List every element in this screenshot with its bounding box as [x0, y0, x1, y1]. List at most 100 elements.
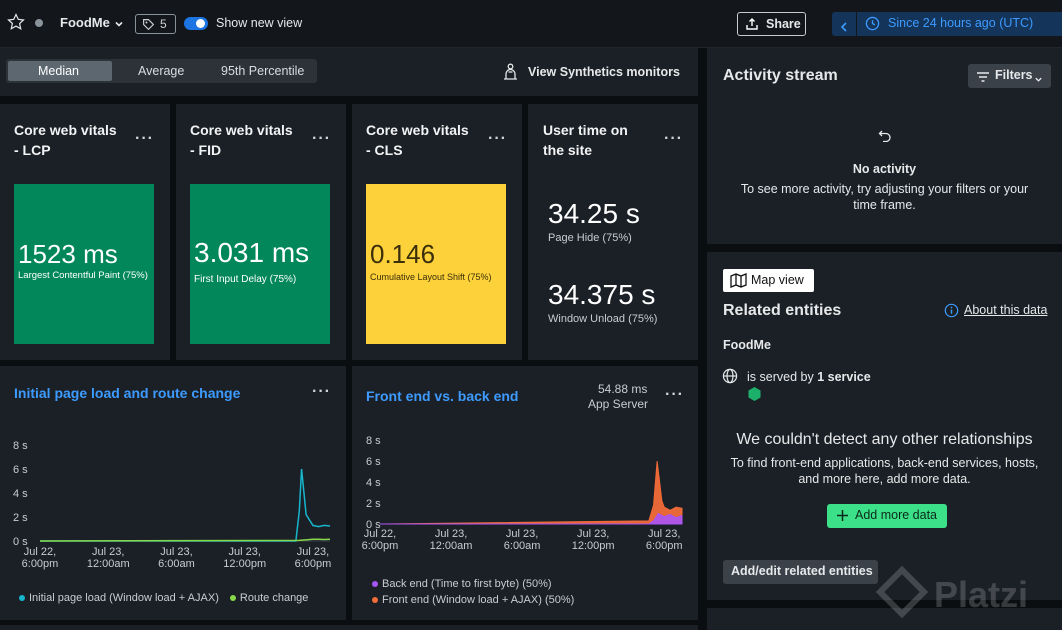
- next-row-stub: [0, 625, 698, 630]
- synthetics-icon: [503, 63, 518, 85]
- lcp-value: 1523 ms: [18, 239, 118, 269]
- served-by-text: is served by 1 service: [747, 370, 871, 384]
- x-tick-label: 6:00pm: [646, 540, 683, 552]
- x-tick-label: 6:00am: [158, 558, 195, 570]
- lcp-tile: 1523 ms Largest Contentful Paint (75%): [14, 184, 154, 344]
- share-button[interactable]: Share: [737, 12, 806, 36]
- legend-initial-page-load[interactable]: Initial page load (Window load + AJAX): [29, 592, 219, 604]
- x-tick-label: Jul 23,: [160, 546, 192, 558]
- filters-label: Filters: [995, 68, 1033, 82]
- vitals-card-fid: Core web vitals - FID ··· 3.031 ms First …: [176, 104, 346, 360]
- page-hide-value: 34.25 s: [548, 198, 640, 229]
- share-icon: [745, 17, 759, 36]
- watermark-text: Platzi: [934, 574, 1029, 615]
- x-tick-label: Jul 22,: [24, 546, 56, 558]
- app-server-value: 54.88 ms: [598, 382, 648, 396]
- legend-dot: [372, 597, 378, 603]
- x-tick-label: Jul 23,: [577, 528, 609, 540]
- activity-title: Activity stream: [723, 67, 838, 84]
- platzi-logo-icon: [874, 565, 930, 627]
- service-hexagon-icon[interactable]: [747, 386, 762, 407]
- new-view-toggle[interactable]: [184, 17, 208, 30]
- card-title: User time on the site: [543, 122, 628, 158]
- lcp-caption: Largest Contentful Paint (75%): [18, 270, 148, 281]
- chart-card-front-back: Front end vs. back end 54.88 ms App Serv…: [352, 366, 698, 620]
- chart-legend: Back end (Time to first byte) (50%) Fron…: [372, 576, 574, 608]
- filters-button[interactable]: Filters: [968, 64, 1051, 88]
- cls-value: 0.146: [370, 239, 436, 269]
- service-count[interactable]: 1 service: [817, 370, 871, 384]
- series-front-end-window-load-ajax-50-area: [379, 460, 683, 525]
- y-tick-label: 4 s: [366, 477, 381, 489]
- chevron-down-icon[interactable]: [114, 16, 124, 34]
- card-title: Core web vitals - CLS: [366, 122, 469, 158]
- undo-icon: [878, 128, 892, 147]
- legend-route-change[interactable]: Route change: [239, 592, 309, 604]
- edit-related-label: Add/edit related entities: [731, 564, 873, 578]
- x-tick-label: Jul 23,: [435, 528, 467, 540]
- no-relationships-title: We couldn't detect any other relationshi…: [736, 431, 1033, 448]
- more-menu-icon[interactable]: ···: [135, 130, 154, 147]
- view-synthetics-link[interactable]: View Synthetics monitors: [528, 65, 680, 79]
- chevron-down-icon: [1034, 71, 1043, 89]
- map-view-button[interactable]: Map view: [723, 269, 814, 292]
- series-route-change-line: [39, 538, 331, 542]
- tab-average[interactable]: Average: [138, 64, 185, 78]
- about-data-link[interactable]: About this data: [964, 303, 1048, 317]
- star-icon[interactable]: [7, 13, 25, 31]
- y-tick-label: 6 s: [13, 464, 28, 476]
- tab-median[interactable]: [8, 61, 112, 81]
- chevron-left-icon: [840, 19, 848, 37]
- stat-toolbar: Median Average 95th Percentile View Synt…: [0, 48, 698, 96]
- card-title: Core web vitals - FID: [190, 122, 293, 158]
- tab-95th-percentile[interactable]: 95th Percentile: [221, 64, 305, 78]
- more-menu-icon[interactable]: ···: [488, 130, 507, 147]
- map-view-label: Map view: [751, 273, 804, 287]
- legend-front-end[interactable]: Front end (Window load + AJAX) (50%): [382, 594, 575, 606]
- no-relationships-l2: and more here, add more data.: [798, 472, 971, 486]
- edit-related-button[interactable]: Add/edit related entities: [723, 560, 878, 584]
- x-tick-label: Jul 22,: [364, 528, 396, 540]
- chart-title[interactable]: Initial page load and route change: [14, 385, 241, 401]
- add-more-data-button[interactable]: Add more data: [827, 504, 947, 528]
- y-tick-label: 8 s: [13, 440, 28, 452]
- more-menu-icon[interactable]: ···: [312, 130, 331, 147]
- window-unload-caption: Window Unload (75%): [548, 313, 658, 325]
- x-tick-label: 12:00pm: [223, 558, 266, 570]
- no-relationships-l1: To find front-end applications, back-end…: [730, 456, 1039, 470]
- chart-title[interactable]: Front end vs. back end: [366, 388, 519, 404]
- time-picker[interactable]: Since 24 hours ago (UTC): [857, 12, 1062, 36]
- x-tick-label: Jul 23,: [228, 546, 260, 558]
- more-menu-icon[interactable]: ···: [665, 386, 684, 403]
- legend-back-end[interactable]: Back end (Time to first byte) (50%): [382, 578, 552, 590]
- related-title: Related entities: [723, 302, 842, 319]
- app-name[interactable]: FoodMe: [60, 15, 110, 30]
- y-tick-label: 6 s: [366, 456, 381, 468]
- vitals-card-cls: Core web vitals - CLS ··· 0.146 Cumulativ…: [352, 104, 522, 360]
- time-prev-button[interactable]: [832, 12, 856, 36]
- user-time-card: User time on the site ··· 34.25 s Page Hi…: [528, 104, 698, 360]
- x-tick-label: 6:00am: [504, 540, 541, 552]
- entity-name[interactable]: FoodMe: [723, 338, 771, 352]
- fid-tile: 3.031 ms First Input Delay (75%): [190, 184, 330, 344]
- plus-icon: [836, 509, 849, 527]
- more-menu-icon[interactable]: ···: [312, 383, 331, 400]
- add-more-data-label: Add more data: [855, 508, 937, 522]
- next-panel-stub: [707, 608, 1062, 630]
- cls-tile: 0.146 Cumulative Layout Shift (75%): [366, 184, 506, 344]
- legend-dot: [229, 595, 236, 601]
- x-tick-label: 6:00pm: [22, 558, 59, 570]
- tags-button[interactable]: 5: [135, 14, 176, 34]
- legend-dot: [372, 581, 378, 587]
- x-tick-label: 12:00am: [87, 558, 130, 570]
- fid-value: 3.031 ms: [194, 237, 310, 268]
- x-tick-label: 6:00pm: [362, 540, 399, 552]
- info-icon[interactable]: [944, 303, 959, 323]
- tag-icon: [142, 18, 155, 36]
- more-menu-icon[interactable]: ···: [664, 130, 683, 147]
- x-tick-label: Jul 23,: [506, 528, 538, 540]
- globe-icon: [722, 368, 738, 389]
- activity-stream-panel: Activity stream Filters No activity To s…: [707, 48, 1062, 244]
